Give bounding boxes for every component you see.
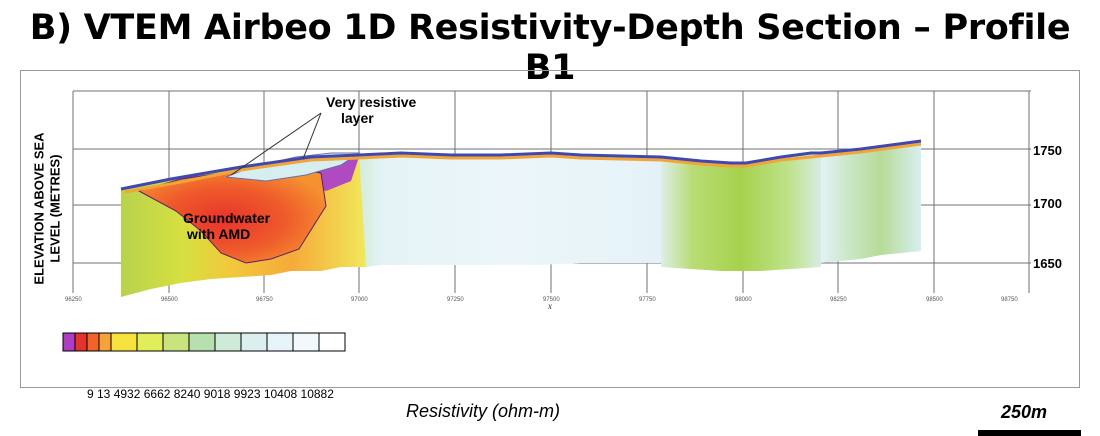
legend-swatch — [162, 332, 190, 352]
annotation-groundwater-line2: with AMD — [186, 226, 250, 242]
x-tick: 97500 — [543, 297, 560, 303]
annotation-resistive-line1: Very resistive — [326, 94, 417, 110]
surface-line — [120, 139, 922, 191]
legend-swatch — [98, 332, 112, 352]
resistive-layer-pointer-2 — [302, 112, 322, 160]
x-tick: 96250 — [65, 297, 82, 303]
legend-swatch — [136, 332, 164, 352]
legend-swatch — [292, 332, 320, 352]
legend-swatch — [74, 332, 88, 352]
legend-swatch — [266, 332, 294, 352]
legend-title: Resistivity (ohm-m) — [406, 401, 561, 421]
resistivity-section: Very resistive layer Groundwater with AM… — [62, 90, 1062, 352]
scale-bar-label: 250m — [1001, 402, 1048, 422]
legend-swatch — [62, 332, 76, 352]
dip-mixed-zone — [661, 153, 821, 271]
scale-bar — [978, 430, 1081, 436]
x-tick: 96750 — [256, 297, 273, 303]
x-tick: 96500 — [161, 297, 178, 303]
surface-layer — [124, 142, 922, 194]
legend-swatch — [214, 332, 242, 352]
legend-swatch — [188, 332, 216, 352]
section-frame: Very resistive layer Groundwater with AM… — [20, 70, 1081, 436]
y-tick-1750: 1750 — [1033, 143, 1062, 158]
legend-swatch — [110, 332, 138, 352]
x-tick: 97000 — [351, 297, 368, 303]
legend-color-scale — [62, 332, 346, 352]
x-tick: 97250 — [447, 297, 464, 303]
legend-swatch — [86, 332, 100, 352]
annotation-groundwater-line1: Groundwater — [183, 210, 271, 226]
legend-swatch — [240, 332, 268, 352]
x-tick: 98750 — [1001, 297, 1018, 303]
central-resistive-zone — [359, 153, 661, 267]
figure-title: B) VTEM Airbeo 1D Resistivity-Depth Sect… — [29, 8, 1071, 88]
legend-swatch — [318, 332, 346, 352]
annotation-resistive-line2: layer — [341, 110, 374, 126]
x-tick: 98500 — [926, 297, 943, 303]
x-tick: 98250 — [830, 297, 847, 303]
y-tick-1650: 1650 — [1033, 256, 1062, 271]
x-tick: 98000 — [735, 297, 752, 303]
x-tick: 97750 — [639, 297, 656, 303]
y-axis-title-line2: LEVEL (METRES) — [47, 154, 63, 263]
y-axis-title-line1: ELEVATION ABOVE SEA — [31, 132, 47, 285]
legend-values: 9 13 4932 6662 8240 9018 9923 10408 1088… — [87, 387, 334, 401]
resistive-layer-pointer — [230, 112, 322, 176]
y-tick-1700: 1700 — [1033, 196, 1062, 211]
x-axis-label: x — [547, 301, 552, 311]
east-resistive-zone — [821, 141, 921, 263]
